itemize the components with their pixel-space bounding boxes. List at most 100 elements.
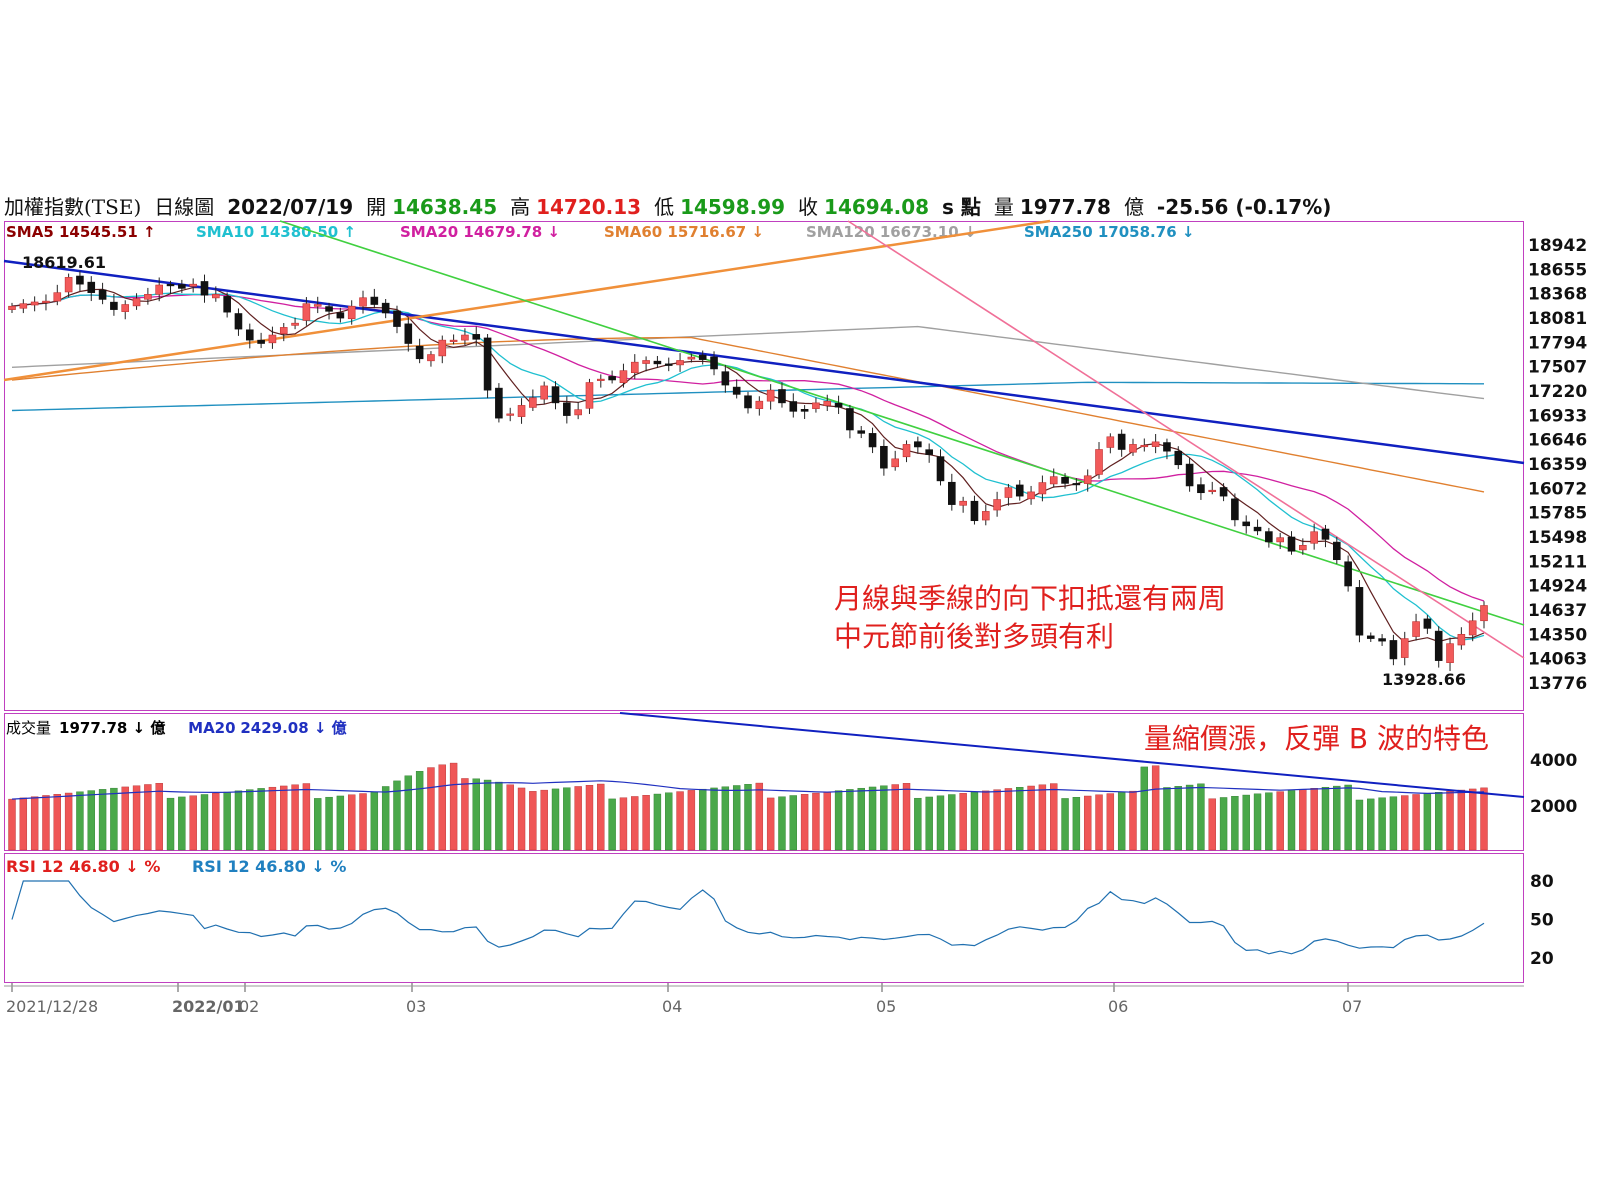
candle-body	[1287, 536, 1296, 552]
trendline-green	[279, 220, 1525, 626]
candle-body	[1299, 545, 1307, 551]
volume-bar	[1106, 793, 1115, 851]
price-axis-tick: 18655	[1528, 260, 1587, 280]
candle-body	[30, 301, 39, 306]
sma120-legend: SMA120 16673.10 ↓	[806, 223, 977, 241]
volume-bar	[178, 796, 186, 851]
candle-body	[472, 334, 481, 340]
volume-bar	[268, 786, 277, 851]
volume-bar	[902, 783, 911, 851]
candle-body	[1129, 444, 1137, 453]
price-axis-tick: 14924	[1528, 577, 1587, 597]
volume-bar	[1061, 798, 1069, 851]
close-unit: s 點	[942, 195, 981, 219]
candle-body	[1231, 498, 1239, 521]
x-axis-tick-label: 05	[876, 997, 896, 1016]
candle-body	[132, 298, 141, 307]
volume-bar	[1265, 792, 1273, 851]
volume-bar	[710, 787, 718, 851]
volume-bar	[223, 791, 231, 851]
volume-bar	[766, 797, 775, 851]
volume-bar	[1333, 785, 1341, 851]
candle-body	[1185, 463, 1194, 487]
candle-body	[245, 329, 254, 341]
volume-ma20-line	[11, 780, 1485, 800]
candle-body	[1389, 640, 1398, 660]
candle-body	[574, 409, 582, 416]
candle-body	[1242, 521, 1251, 527]
candle-body	[87, 281, 96, 293]
volume-bar	[1389, 796, 1398, 851]
volume-bar	[53, 794, 61, 851]
volume-bar	[98, 789, 107, 851]
price-axis-tick: 14350	[1528, 625, 1587, 645]
volume-bar	[291, 784, 299, 851]
candle-body	[608, 376, 616, 381]
candle-body	[948, 481, 956, 505]
price-axis-tick: 15498	[1528, 528, 1587, 548]
price-axis-tick: 15785	[1528, 504, 1587, 524]
candle-body	[1038, 482, 1047, 495]
candle-body	[710, 356, 718, 370]
candle-body	[178, 284, 186, 289]
candle-body	[834, 402, 843, 408]
volume-bar	[755, 782, 764, 851]
high-value: 14720.13	[536, 195, 642, 219]
candle-body	[336, 312, 345, 319]
volume-bar	[585, 785, 594, 851]
candle-body	[121, 304, 130, 312]
sma5-legend: SMA5 14545.51 ↑	[6, 223, 156, 241]
candle-body	[959, 500, 967, 506]
volume-bar	[1480, 787, 1488, 851]
rsi-panel	[4, 853, 1524, 983]
volume-bar	[1050, 783, 1058, 851]
volume-bar	[982, 790, 990, 851]
candle-body	[279, 327, 288, 334]
volume-bar	[381, 786, 390, 851]
volume-bar	[1163, 787, 1171, 851]
volume-bar	[314, 798, 322, 851]
volume-bar	[506, 784, 514, 851]
volume-bar	[121, 786, 129, 851]
high-label: 高	[510, 195, 531, 219]
volume-bar	[1208, 798, 1216, 851]
x-axis-tick-label: 2021/12/28	[6, 997, 98, 1016]
volume-axis-tick: 2000	[1530, 797, 1577, 817]
volume-label: 量	[993, 195, 1014, 219]
price-axis-tick: 16933	[1528, 406, 1587, 426]
candle-body	[914, 441, 922, 448]
candle-body	[449, 339, 458, 342]
close-value: 14694.08	[824, 195, 930, 219]
trendline-pink	[847, 220, 1525, 659]
volume-bar	[280, 785, 288, 851]
rsi-axis-tick: 20	[1530, 949, 1554, 969]
candle-body	[744, 395, 752, 409]
volume-bar	[676, 791, 684, 851]
candle-body	[42, 300, 50, 303]
candle-body	[189, 283, 197, 287]
volume-bar	[778, 796, 786, 851]
sma60-legend: SMA60 15716.67 ↓	[604, 223, 764, 241]
candle-body	[823, 400, 832, 406]
volume-bar	[42, 795, 50, 851]
candle-body	[880, 445, 888, 469]
sma20-line	[11, 294, 1485, 602]
volume-bar	[551, 788, 560, 851]
candle-body	[110, 301, 118, 310]
close-label: 收	[798, 195, 819, 219]
low-label: 低	[654, 195, 675, 219]
x-axis-tick-label: 07	[1342, 997, 1362, 1016]
volume-bar	[189, 795, 197, 851]
candle-body	[1355, 587, 1364, 636]
volume-bar	[87, 790, 95, 851]
candle-body	[868, 433, 877, 448]
volume-bar	[1446, 790, 1454, 851]
candle-body	[347, 305, 356, 320]
volume-bar	[427, 767, 435, 851]
volume-legend: 成交量 1977.78 ↓ 億 MA20 2429.08 ↓ 億	[6, 717, 347, 738]
high-point-label: 18619.61	[22, 253, 107, 272]
volume-bar	[1287, 790, 1296, 851]
volume-bar	[472, 778, 480, 851]
candle-body	[800, 409, 809, 412]
candle-body	[529, 397, 537, 408]
